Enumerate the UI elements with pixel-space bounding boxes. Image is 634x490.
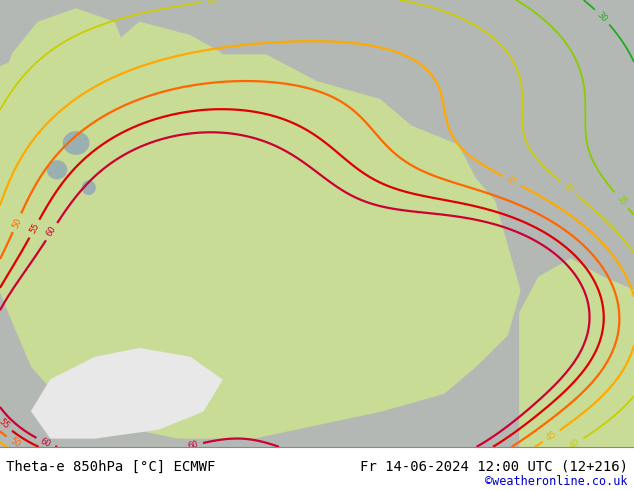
Polygon shape	[520, 259, 634, 447]
Text: Theta-e 850hPa [°C] ECMWF: Theta-e 850hPa [°C] ECMWF	[6, 460, 216, 474]
Text: 50: 50	[11, 216, 23, 229]
Ellipse shape	[63, 132, 89, 154]
Text: 60: 60	[187, 440, 199, 451]
Text: 40: 40	[206, 0, 218, 6]
Ellipse shape	[48, 161, 67, 179]
Text: 45: 45	[545, 429, 558, 443]
Polygon shape	[32, 348, 222, 438]
Text: 60: 60	[45, 225, 58, 239]
Text: 40: 40	[568, 437, 581, 450]
Text: 30: 30	[595, 10, 609, 24]
Ellipse shape	[82, 181, 95, 195]
Text: 50: 50	[8, 436, 22, 449]
Text: 40: 40	[561, 181, 575, 195]
Polygon shape	[222, 0, 634, 179]
Text: 55: 55	[28, 222, 41, 235]
Polygon shape	[0, 23, 520, 438]
Text: 35: 35	[614, 194, 628, 207]
Text: 45: 45	[505, 174, 519, 187]
Text: 60: 60	[39, 436, 53, 449]
Polygon shape	[0, 9, 127, 107]
Text: Fr 14-06-2024 12:00 UTC (12+216): Fr 14-06-2024 12:00 UTC (12+216)	[359, 460, 628, 474]
Text: 55: 55	[0, 417, 11, 431]
Text: ©weatheronline.co.uk: ©weatheronline.co.uk	[485, 475, 628, 488]
